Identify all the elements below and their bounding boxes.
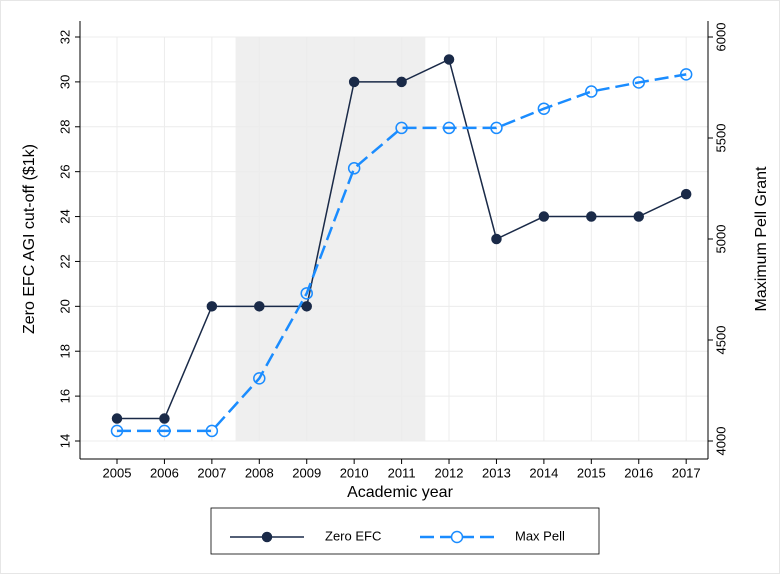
x-tick-label: 2009 — [292, 465, 321, 480]
y2-tick-label: 5500 — [713, 124, 728, 153]
data-point — [205, 424, 219, 438]
y2-tick-label: 5000 — [713, 225, 728, 254]
x-tick-label: 2007 — [197, 465, 226, 480]
data-point — [395, 121, 408, 135]
x-tick-label: 2008 — [245, 465, 274, 480]
data-point — [442, 121, 456, 135]
data-point — [586, 211, 597, 222]
data-point — [300, 287, 313, 300]
y2-tick-label: 6000 — [713, 23, 728, 52]
x-tick-label: 2016 — [624, 465, 653, 480]
data-point — [111, 413, 123, 424]
data-point — [537, 102, 551, 115]
data-point — [158, 424, 171, 438]
data-point — [633, 211, 644, 222]
data-point — [491, 233, 502, 245]
x-tick-label: 2010 — [340, 465, 369, 480]
y-axis-title: Zero EFC AGI cut-off ($1k) — [21, 144, 38, 334]
y2-tick-label: 4500 — [713, 326, 728, 355]
data-point — [490, 121, 503, 135]
y-tick-label: 24 — [57, 209, 72, 223]
x-tick-label: 2014 — [529, 465, 558, 480]
y-tick-label: 28 — [57, 120, 72, 134]
data-point — [206, 301, 218, 312]
data-point — [585, 85, 598, 98]
data-point — [159, 413, 170, 424]
data-point — [347, 162, 361, 175]
x-tick-label: 2006 — [150, 465, 179, 480]
data-point — [443, 54, 455, 65]
y-tick-label: 16 — [57, 389, 72, 403]
data-point — [679, 68, 693, 81]
data-point — [680, 188, 692, 200]
x-tick-label: 2012 — [435, 465, 464, 480]
legend-box — [210, 507, 600, 555]
x-tick-label: 2013 — [482, 465, 511, 480]
y2-tick-label: 4000 — [713, 427, 728, 456]
data-point — [348, 76, 360, 88]
y-tick-label: 14 — [57, 434, 72, 448]
y-tick-label: 26 — [57, 164, 72, 178]
shaded-period — [235, 37, 426, 441]
data-point — [396, 76, 407, 88]
legend-marker — [261, 531, 273, 543]
y-tick-label: 32 — [57, 30, 72, 44]
x-tick-label: 2005 — [103, 465, 132, 480]
data-point — [253, 372, 266, 385]
legend-marker — [450, 530, 464, 544]
data-point — [632, 76, 645, 89]
y-tick-label: 22 — [57, 254, 72, 268]
data-point — [254, 301, 265, 312]
data-point — [110, 424, 124, 438]
x-tick-label: 2011 — [388, 465, 416, 480]
legend-label: Max Pell — [515, 528, 565, 543]
y-tick-label: 18 — [57, 344, 72, 358]
y-tick-label: 20 — [57, 299, 72, 313]
x-tick-label: 2017 — [672, 465, 701, 480]
y-tick-label: 30 — [57, 75, 72, 89]
data-point — [301, 301, 312, 312]
x-tick-label: 2015 — [577, 465, 606, 480]
legend-label: Zero EFC — [325, 528, 381, 543]
y2-axis-title: Maximum Pell Grant — [753, 166, 770, 311]
data-point — [538, 211, 550, 222]
x-axis-title: Academic year — [347, 484, 453, 501]
